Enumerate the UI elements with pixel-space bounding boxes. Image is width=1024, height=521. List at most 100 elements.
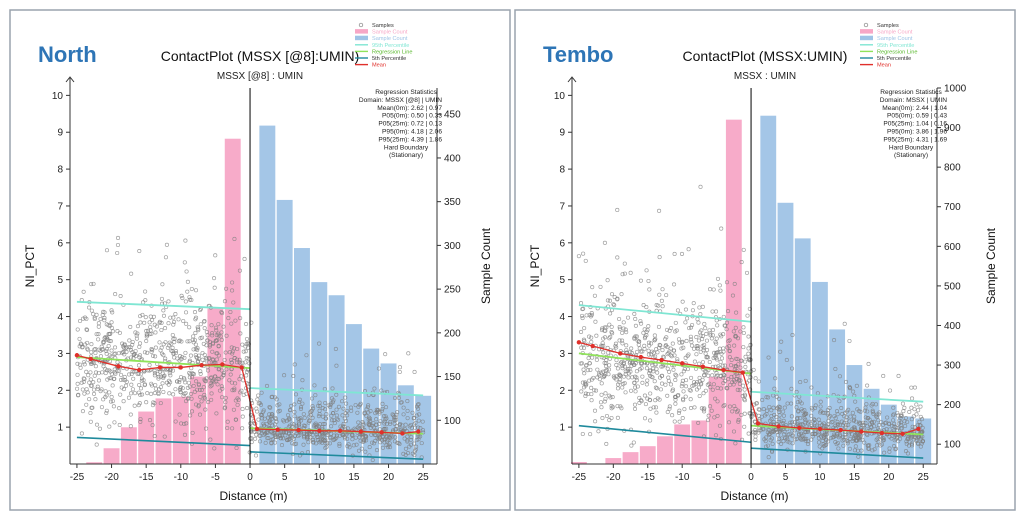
sample-point	[171, 315, 176, 320]
sample-point	[900, 401, 905, 406]
sample-point	[617, 338, 622, 343]
x-tick-label: -20	[606, 472, 621, 483]
sample-point	[714, 336, 719, 341]
sample-point	[694, 352, 699, 357]
sample-point	[887, 427, 892, 432]
sample-point	[307, 418, 312, 423]
sample-point	[581, 385, 587, 390]
sample-point	[89, 282, 94, 287]
sample-point	[735, 357, 740, 362]
sample-point	[173, 312, 178, 317]
sample-point	[653, 385, 658, 390]
sample-point	[592, 408, 598, 413]
sample-point	[416, 437, 421, 442]
sample-point	[333, 346, 338, 352]
sample-point	[700, 304, 705, 309]
y-tick-label: 9	[57, 128, 63, 139]
sample-point	[137, 248, 142, 254]
y-tick-label: 7	[559, 201, 565, 212]
sample-point	[757, 428, 762, 433]
sample-point	[141, 378, 146, 383]
sample-point	[583, 393, 588, 399]
sample-point	[707, 328, 712, 333]
sample-point	[322, 421, 327, 427]
sample-point	[743, 359, 748, 364]
sample-point	[771, 419, 776, 424]
sample-point	[881, 373, 886, 379]
count-bar-right	[760, 115, 777, 464]
sample-point	[204, 426, 209, 431]
sample-point	[657, 292, 662, 297]
sample-point	[604, 368, 609, 373]
sample-point	[847, 419, 852, 424]
sample-point	[632, 402, 638, 407]
mean-point	[337, 428, 343, 434]
sample-point	[770, 441, 775, 446]
sample-point	[708, 385, 713, 390]
sample-point	[634, 369, 639, 374]
sample-point	[593, 419, 598, 424]
sample-point	[244, 356, 249, 361]
sample-point	[208, 437, 213, 442]
sample-point	[304, 432, 310, 437]
sample-point	[304, 353, 309, 358]
sample-point	[361, 421, 366, 426]
sample-point	[690, 322, 695, 328]
legend-label-regression: Regression Line	[372, 49, 412, 55]
sample-point	[279, 443, 285, 448]
sample-point	[198, 336, 203, 341]
sample-point	[142, 320, 147, 325]
sample-point	[618, 404, 623, 409]
sample-point	[245, 406, 250, 411]
sample-point	[870, 409, 875, 415]
sample-point	[677, 340, 682, 345]
sample-point	[704, 355, 709, 360]
sample-point	[613, 341, 619, 346]
sample-point	[869, 403, 874, 408]
sample-point	[600, 416, 605, 421]
sample-point	[735, 387, 740, 392]
sample-point	[331, 411, 336, 416]
sample-point	[641, 303, 646, 308]
sample-point	[356, 404, 361, 409]
mean-point	[638, 354, 644, 360]
sample-point	[237, 268, 242, 273]
sample-point	[135, 331, 140, 336]
sample-point	[586, 356, 591, 361]
sample-point	[397, 441, 402, 447]
sample-point	[648, 368, 653, 373]
sample-point	[411, 415, 417, 420]
sample-point	[903, 449, 909, 454]
sample-point	[712, 350, 717, 355]
sample-point	[736, 378, 742, 383]
sample-point	[615, 386, 621, 391]
mean-point	[576, 340, 582, 345]
sample-point	[219, 384, 224, 389]
sample-point	[273, 416, 278, 421]
sample-point	[911, 414, 916, 419]
sample-point	[273, 415, 278, 420]
y2-tick-label: 400	[444, 153, 461, 164]
sample-point	[210, 357, 215, 362]
sample-point	[614, 362, 619, 367]
sample-point	[725, 386, 730, 391]
sample-point	[633, 389, 638, 394]
sample-point	[109, 308, 114, 313]
legend-label-p05: 5th Percentile	[877, 56, 911, 62]
mean-point	[74, 353, 80, 358]
sample-point	[265, 430, 270, 435]
sample-point	[145, 328, 151, 333]
x-tick-label: -15	[641, 472, 656, 483]
sample-point	[284, 437, 290, 442]
sample-point	[632, 385, 638, 390]
x-tick-label: -5	[712, 472, 721, 483]
sample-point	[102, 318, 107, 323]
sample-point	[337, 441, 342, 446]
y2-tick-label: 300	[944, 361, 961, 372]
sample-point	[912, 407, 917, 412]
sample-point	[157, 319, 163, 324]
sample-point	[132, 351, 137, 356]
sample-point	[623, 369, 628, 374]
sample-point	[798, 380, 803, 385]
sample-point	[667, 369, 672, 374]
